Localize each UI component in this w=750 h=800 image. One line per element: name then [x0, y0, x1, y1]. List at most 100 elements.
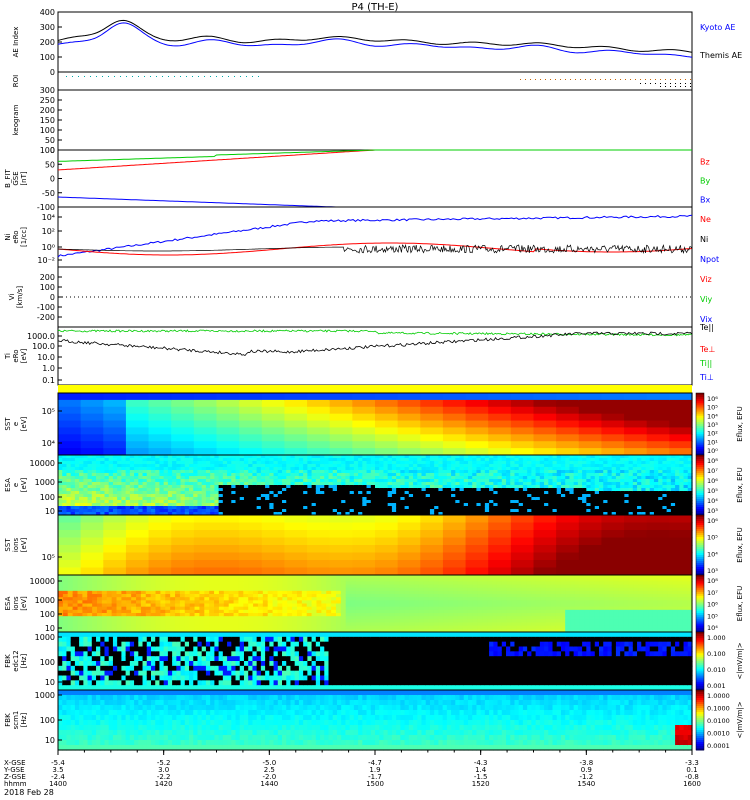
- esa-electron-spectrogram-cell: [197, 473, 203, 477]
- esa-electron-spectrogram-cell: [421, 503, 427, 507]
- esa-electron-spectrogram-cell: [429, 485, 435, 489]
- esa-ion-spectrogram-cell: [82, 581, 88, 586]
- roi-mark: [66, 76, 67, 77]
- esa-electron-spectrogram-cell: [201, 497, 207, 501]
- esa-ion-spectrogram-cell: [189, 597, 196, 601]
- esa-electron-spectrogram-cell: [632, 455, 638, 459]
- sst-electron-spectrogram-cell: [646, 448, 670, 456]
- esa-ion-spectrogram-cell: [87, 578, 93, 582]
- esa-electron-spectrogram-cell: [472, 500, 478, 504]
- esa-electron-spectrogram-cell: [662, 479, 668, 483]
- esa-electron-spectrogram-cell: [467, 497, 473, 501]
- esa-ion-spectrogram-cell: [292, 581, 298, 586]
- esa-electron-spectrogram-cell: [163, 467, 169, 471]
- sst-electron-spectrogram-cell: [510, 427, 535, 435]
- esa-ion-spectrogram-cell: [267, 581, 274, 586]
- esa-electron-spectrogram-cell: [265, 476, 270, 480]
- esa_e-colorbar-cell: [696, 459, 704, 462]
- esa-ion-spectrogram-cell: [238, 609, 244, 614]
- esa-ion-spectrogram-cell: [92, 609, 98, 614]
- esa-electron-spectrogram-cell: [535, 476, 541, 480]
- esa-electron-spectrogram-cell: [379, 482, 385, 486]
- esa-electron-spectrogram-cell: [58, 491, 63, 495]
- esa-electron-spectrogram-cell: [324, 470, 330, 474]
- esa-electron-spectrogram-cell: [455, 500, 461, 504]
- esa-electron-spectrogram-cell: [167, 479, 173, 483]
- esa-electron-spectrogram-cell: [552, 485, 558, 489]
- esa-ion-spectrogram-cell: [355, 575, 361, 579]
- esa-electron-spectrogram-cell: [163, 485, 169, 489]
- esa-electron-spectrogram-cell: [256, 500, 262, 504]
- esa-electron-spectrogram-cell: [565, 491, 571, 495]
- esa-electron-spectrogram-cell: [425, 461, 431, 465]
- esa-electron-spectrogram-cell: [155, 467, 161, 471]
- esa-ion-spectrogram-cell: [218, 603, 225, 608]
- esa-electron-spectrogram-cell: [260, 467, 266, 471]
- esa-electron-spectrogram-cell: [286, 479, 292, 483]
- esa-electron-spectrogram-cell: [125, 482, 131, 486]
- esa-electron-spectrogram-cell: [87, 473, 93, 477]
- esa-ion-spectrogram-cell: [131, 584, 137, 589]
- esa-ion-spectrogram-cell: [228, 603, 235, 608]
- esa-electron-spectrogram-cell: [311, 458, 317, 462]
- esa-electron-spectrogram-cell: [252, 455, 258, 459]
- esa-ion-spectrogram-cell: [282, 590, 288, 595]
- esa-ion-spectrogram-cell: [214, 628, 220, 633]
- sst-electron-spectrogram-cell: [442, 427, 467, 435]
- esa-ion-spectrogram-cell: [326, 575, 332, 579]
- esa-electron-spectrogram-cell: [434, 464, 439, 468]
- esa-electron-spectrogram-cell: [599, 509, 604, 513]
- sst-electron-spectrogram-cell: [601, 441, 625, 449]
- esa-electron-spectrogram-cell: [108, 473, 114, 477]
- sst-ion-spectrogram-cell: [601, 560, 625, 569]
- esa-electron-spectrogram-cell: [421, 458, 427, 462]
- esa-electron-spectrogram-cell: [353, 464, 359, 468]
- esa-electron-spectrogram-cell: [641, 482, 647, 486]
- roi-mark: [665, 86, 666, 87]
- esa-ion-spectrogram-cell: [184, 584, 191, 589]
- esa-electron-spectrogram-cell: [391, 500, 397, 504]
- esa-electron-spectrogram-cell: [603, 500, 609, 504]
- sst-ion-spectrogram-cell: [556, 567, 580, 576]
- esa-electron-spectrogram-cell: [658, 458, 664, 462]
- esa-ion-spectrogram-cell: [360, 600, 366, 605]
- esa-electron-spectrogram-cell: [303, 470, 308, 474]
- sst-electron-spectrogram-cell: [669, 413, 693, 422]
- esa-electron-spectrogram-cell: [611, 464, 617, 468]
- esa-electron-spectrogram-cell: [138, 467, 144, 471]
- esa-electron-spectrogram-cell: [442, 473, 448, 477]
- esa-electron-spectrogram-cell: [548, 488, 554, 492]
- esa-ion-spectrogram-cell: [131, 619, 137, 624]
- sst-electron-spectrogram-cell: [578, 420, 603, 429]
- esa-electron-spectrogram-cell: [341, 479, 347, 483]
- esa-ion-spectrogram-cell: [189, 616, 196, 620]
- esa-ion-spectrogram-cell: [345, 606, 352, 611]
- esa-ion-spectrogram-cell: [345, 590, 352, 595]
- esa-electron-spectrogram-cell: [628, 485, 634, 489]
- esa-electron-spectrogram-cell: [58, 455, 63, 459]
- sst-electron-spectrogram-cell: [397, 448, 421, 456]
- esa-electron-spectrogram-cell: [658, 488, 664, 492]
- sst-electron-spectrogram-cell: [669, 434, 693, 442]
- esa-electron-spectrogram-cell: [510, 488, 516, 492]
- esa-electron-spectrogram-cell: [117, 509, 122, 513]
- esa-electron-spectrogram-cell: [535, 464, 541, 468]
- esa-ion-spectrogram-cell: [375, 600, 381, 605]
- sst-electron-spectrogram-cell: [329, 448, 353, 456]
- esa-electron-spectrogram-cell: [117, 464, 122, 468]
- roi-mark: [690, 83, 691, 84]
- sst-ion-spectrogram-cell: [239, 515, 263, 524]
- esa-ion-spectrogram-cell: [209, 600, 215, 605]
- esa-ion-spectrogram-cell: [165, 578, 171, 582]
- esa-electron-spectrogram-cell: [239, 482, 245, 486]
- esa-ion-spectrogram-cell: [257, 594, 264, 598]
- sst-electron-spectrogram-cell: [58, 427, 82, 435]
- esa-ion-spectrogram-cell: [121, 613, 127, 617]
- esa-electron-spectrogram-cell: [150, 482, 156, 486]
- esa-electron-spectrogram-cell: [66, 491, 72, 495]
- sst-electron-spectrogram-cell: [488, 427, 512, 435]
- esa-electron-spectrogram-cell: [324, 479, 330, 483]
- esa-electron-spectrogram-cell: [146, 470, 152, 474]
- esa-electron-spectrogram-cell: [290, 470, 296, 474]
- sst-ion-spectrogram-cell: [193, 545, 218, 554]
